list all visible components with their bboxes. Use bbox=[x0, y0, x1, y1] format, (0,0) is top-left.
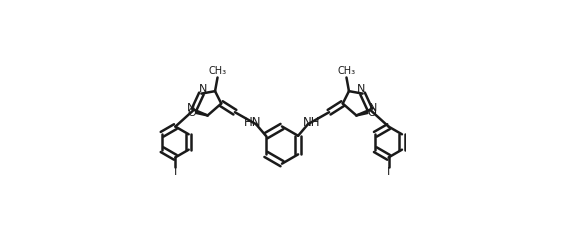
Text: CH₃: CH₃ bbox=[209, 66, 227, 76]
Text: I: I bbox=[174, 167, 177, 177]
Text: N: N bbox=[369, 103, 377, 114]
Text: O: O bbox=[188, 108, 196, 118]
Text: O: O bbox=[368, 108, 376, 118]
Text: HN: HN bbox=[244, 116, 262, 129]
Text: CH₃: CH₃ bbox=[337, 66, 355, 76]
Text: N: N bbox=[187, 103, 195, 114]
Text: I: I bbox=[387, 167, 390, 177]
Text: NH: NH bbox=[302, 116, 320, 129]
Text: N: N bbox=[356, 84, 365, 94]
Text: N: N bbox=[199, 84, 208, 94]
